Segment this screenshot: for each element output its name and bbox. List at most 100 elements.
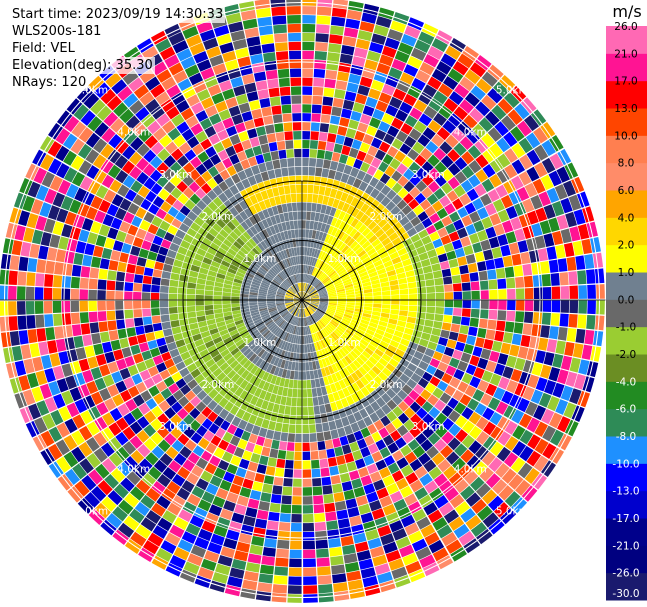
velocity-gate (426, 306, 436, 314)
velocity-gate (513, 322, 524, 334)
velocity-gate (575, 328, 586, 344)
velocity-gate (336, 288, 346, 293)
velocity-gate (332, 198, 340, 209)
velocity-gate (460, 316, 471, 326)
velocity-gate (331, 260, 340, 269)
velocity-gate (412, 330, 423, 338)
velocity-gate (327, 197, 335, 207)
velocity-gate (324, 233, 331, 243)
velocity-gate (345, 288, 355, 293)
velocity-gate (317, 140, 327, 151)
velocity-gate (394, 242, 405, 251)
velocity-gate (344, 355, 353, 365)
velocity-gate (333, 208, 342, 219)
velocity-gate (371, 255, 381, 264)
velocity-gate (454, 83, 470, 99)
velocity-gate (353, 158, 363, 170)
velocity-gate (474, 183, 487, 197)
velocity-gate (539, 220, 552, 235)
velocity-gate (381, 237, 392, 247)
velocity-gate (552, 353, 564, 369)
velocity-gate (362, 105, 375, 117)
velocity-gate (496, 137, 511, 153)
velocity-gate (393, 261, 404, 270)
velocity-gate (582, 376, 595, 393)
velocity-gate (406, 378, 418, 390)
velocity-gate (317, 250, 324, 260)
velocity-gate (346, 9, 362, 21)
velocity-gate (372, 307, 382, 313)
velocity-gate (475, 483, 491, 498)
velocity-gate (413, 239, 424, 249)
velocity-gate (336, 290, 346, 295)
velocity-gate (517, 120, 532, 137)
velocity-gate (550, 273, 560, 286)
velocity-gate (418, 360, 429, 371)
velocity-gate (444, 300, 454, 308)
velocity-gate (371, 283, 381, 289)
velocity-gate (360, 274, 370, 281)
velocity-gate (555, 340, 566, 355)
velocity-gate (419, 473, 433, 487)
velocity-gate (321, 105, 332, 115)
velocity-gate (490, 426, 504, 441)
velocity-gate (331, 227, 338, 237)
velocity-gate (454, 341, 466, 352)
velocity-gate (359, 21, 375, 33)
velocity-gate (408, 161, 421, 174)
velocity-gate (306, 265, 310, 274)
velocity-gate (510, 126, 525, 142)
velocity-gate (491, 104, 507, 121)
velocity-gate (468, 326, 478, 337)
velocity-gate (375, 408, 386, 419)
velocity-gate (404, 115, 418, 128)
velocity-gate (332, 316, 342, 322)
velocity-gate (311, 202, 317, 212)
velocity-gate (327, 225, 335, 235)
velocity-gate (413, 350, 424, 361)
velocity-gate (326, 309, 335, 315)
velocity-gate (518, 413, 533, 429)
velocity-gate (316, 149, 326, 159)
velocity-gate (355, 234, 365, 243)
velocity-gate (440, 182, 453, 195)
velocity-gate (391, 300, 400, 305)
velocity-gate (456, 227, 468, 239)
velocity-gate (526, 166, 540, 182)
velocity-gate (455, 429, 468, 443)
velocity-gate (459, 76, 475, 92)
velocity-gate (302, 300, 311, 303)
velocity-gate (531, 362, 543, 377)
velocity-gate (390, 205, 401, 216)
velocity-gate (549, 429, 564, 446)
velocity-gate (302, 95, 312, 104)
velocity-gate (421, 161, 434, 174)
velocity-gate (398, 283, 408, 290)
velocity-gate (369, 251, 379, 260)
velocity-gate (465, 335, 477, 346)
velocity-gate (445, 539, 463, 554)
velocity-gate (429, 231, 440, 242)
velocity-gate (464, 202, 477, 215)
velocity-gate (465, 363, 477, 376)
velocity-gate (389, 158, 401, 170)
velocity-gate (336, 326, 345, 334)
velocity-gate (524, 300, 534, 312)
velocity-gate (407, 281, 417, 289)
velocity-gate (338, 348, 347, 358)
velocity-gate (542, 442, 557, 460)
velocity-gate (488, 236, 500, 249)
velocity-gate (434, 399, 446, 412)
velocity-gate (337, 230, 346, 240)
velocity-gate (502, 366, 514, 379)
velocity-gate (391, 294, 400, 300)
velocity-gate (476, 528, 493, 545)
velocity-gate (364, 244, 374, 253)
velocity-gate (468, 411, 482, 425)
velocity-gate (540, 121, 556, 139)
velocity-gate (453, 291, 463, 300)
velocity-gate (427, 509, 443, 524)
velocity-gate (510, 85, 527, 103)
velocity-gate (374, 242, 384, 252)
velocity-gate (557, 258, 568, 272)
